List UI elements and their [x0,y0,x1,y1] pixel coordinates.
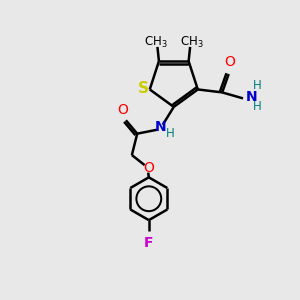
Text: O: O [224,55,235,69]
Text: CH$_3$: CH$_3$ [143,35,167,50]
Text: S: S [138,81,149,96]
Text: O: O [143,160,154,175]
Text: H: H [253,100,262,113]
Text: O: O [117,103,128,117]
Text: H: H [253,79,262,92]
Text: CH$_3$: CH$_3$ [180,35,204,50]
Text: N: N [245,90,257,104]
Text: N: N [154,120,166,134]
Text: H: H [166,127,174,140]
Text: F: F [144,236,154,250]
